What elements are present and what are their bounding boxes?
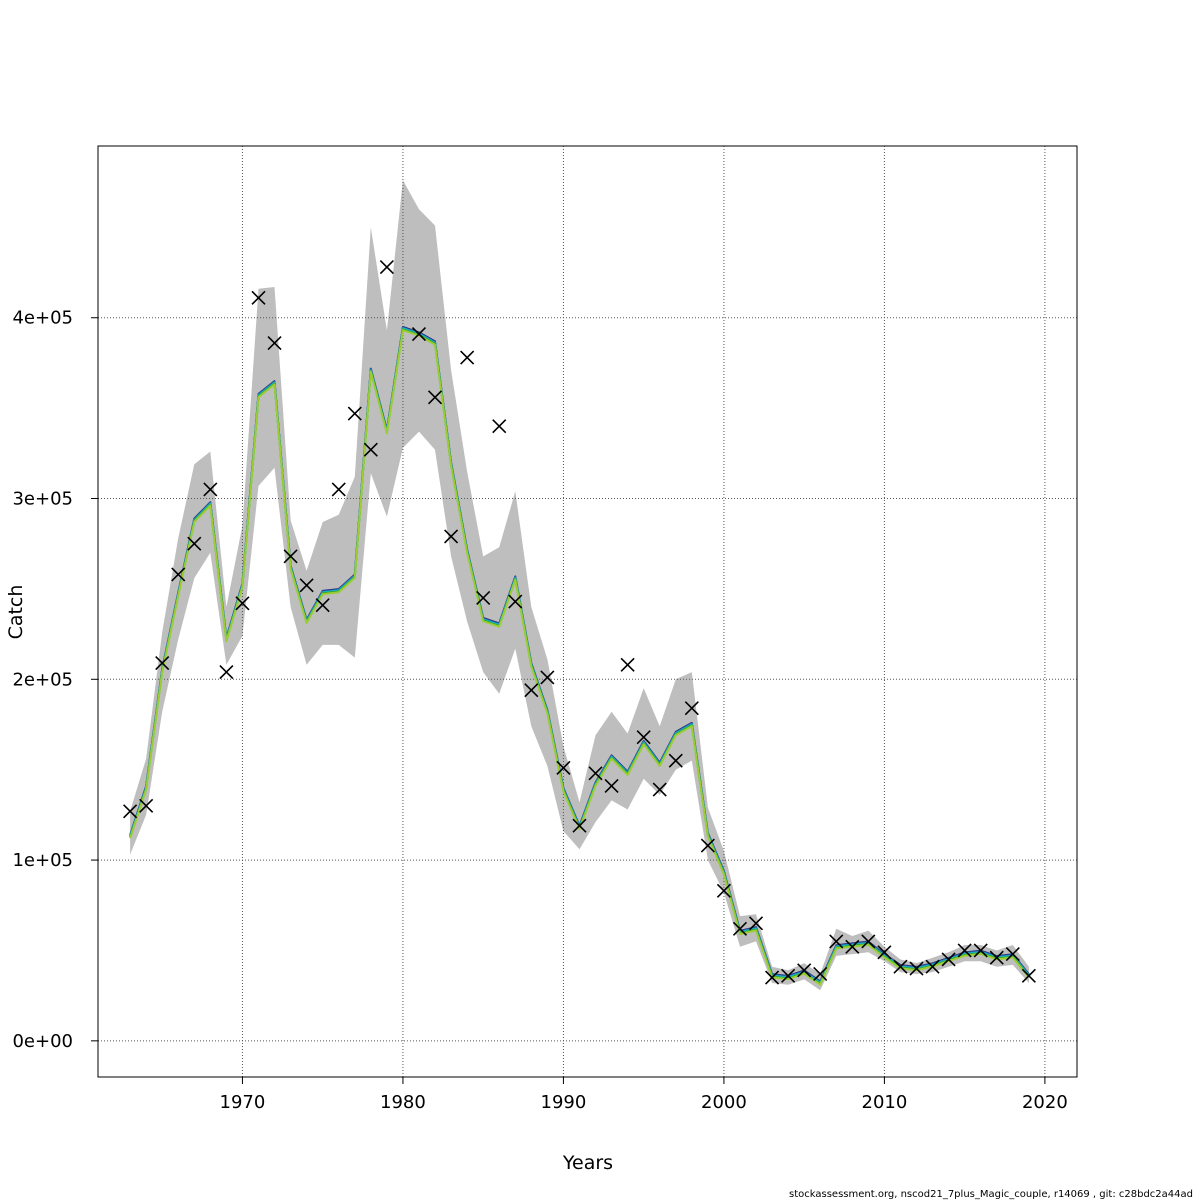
observed-catch-point — [492, 419, 507, 434]
observed-catch-point — [877, 945, 892, 960]
observed-catch-point — [588, 766, 603, 781]
observed-catch-point — [973, 943, 988, 958]
observed-catch-point — [700, 838, 715, 853]
y-tick-label: 0e+00 — [12, 1031, 73, 1052]
observed-catch-point — [781, 968, 796, 983]
observed-catch-point — [187, 536, 202, 551]
x-tick-label: 1990 — [541, 1092, 587, 1113]
x-axis-title: Years — [562, 1152, 613, 1174]
x-tick-label: 2020 — [1022, 1092, 1068, 1113]
observed-catch-point — [732, 921, 748, 936]
observed-catch-point — [925, 959, 940, 974]
observed-catch-point — [941, 952, 956, 967]
observed-catch-point — [460, 350, 475, 365]
observed-catch-point — [620, 657, 635, 672]
observed-catch-point — [347, 406, 362, 421]
observed-catch-point — [572, 818, 587, 833]
observed-catch-point — [411, 326, 427, 342]
observed-catch-point — [604, 778, 619, 794]
observed-catch-point — [476, 590, 491, 606]
y-tick-label: 1e+05 — [12, 850, 73, 871]
observed-catch-point — [829, 934, 844, 949]
observed-catch-point — [139, 798, 154, 813]
observed-catch-point — [668, 753, 683, 768]
observed-catch-point — [508, 594, 523, 609]
observed-catch-point — [652, 782, 667, 797]
y-tick-label: 2e+05 — [12, 669, 73, 690]
y-axis: 0e+00 1e+05 2e+05 3e+05 4e+05 — [12, 308, 98, 1052]
observed-catch-point — [813, 966, 828, 982]
observed-catch-point — [1021, 968, 1036, 983]
observed-catch-point — [331, 482, 346, 497]
observed-catch-point — [363, 442, 378, 457]
observed-catch-point — [219, 664, 234, 680]
observed-catch-point — [957, 943, 972, 958]
x-tick-label: 1980 — [380, 1092, 426, 1113]
observed-catch-point — [540, 670, 555, 685]
x-axis: 1970 1980 1990 2000 2010 2020 — [220, 1077, 1068, 1113]
observed-catch-point — [524, 683, 539, 698]
observed-catch-point — [251, 290, 266, 305]
observed-catch-point — [235, 596, 250, 611]
observed-catch-point — [1005, 947, 1020, 962]
x-tick-label: 1970 — [220, 1092, 266, 1113]
observed-catch-point — [556, 760, 571, 775]
observed-catch-point — [171, 567, 186, 582]
x-tick-label: 2000 — [701, 1092, 747, 1113]
y-tick-label: 4e+05 — [12, 308, 73, 329]
observed-catch-point — [748, 916, 764, 931]
estimate-line-5 — [129, 329, 1030, 986]
x-tick-label: 2010 — [862, 1092, 908, 1113]
observed-catch-point — [283, 549, 298, 564]
observed-catch-point — [267, 335, 282, 351]
observed-catch-point — [861, 934, 876, 949]
observed-catch-point — [716, 883, 731, 898]
observed-catch-point — [893, 959, 908, 974]
observed-catch-point — [123, 804, 138, 819]
observed-catch-point — [636, 730, 651, 745]
observed-catch-point — [315, 598, 330, 613]
observed-marker-layer — [123, 260, 1036, 985]
observed-catch-point — [299, 578, 314, 593]
grid-layer — [98, 146, 1077, 1077]
observed-catch-point — [765, 970, 780, 985]
observed-catch-point — [684, 701, 699, 716]
observed-catch-point — [444, 529, 459, 544]
observed-catch-point — [845, 939, 860, 954]
y-axis-title: Catch — [5, 585, 27, 640]
y-tick-label: 3e+05 — [12, 489, 73, 510]
observed-catch-point — [909, 961, 924, 976]
observed-catch-point — [797, 963, 812, 978]
observed-catch-point — [203, 482, 218, 497]
plot-frame — [97, 145, 1078, 1078]
observed-catch-point — [155, 655, 170, 671]
chart-footnote: stockassessment.org, nscod21_7plus_Magic… — [789, 1189, 1193, 1200]
observed-catch-point — [379, 260, 394, 275]
observed-catch-point — [989, 950, 1004, 965]
observed-catch-point — [427, 390, 443, 405]
